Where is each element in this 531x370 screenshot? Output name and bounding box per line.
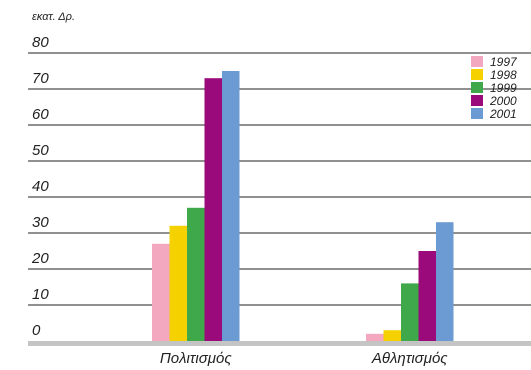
x-axis-categories: Πολιτισμός Αθλητισμός [160, 350, 448, 367]
bar [187, 207, 205, 341]
bar [436, 222, 454, 341]
y-tick-label: 80 [32, 34, 49, 51]
y-tick-label: 10 [32, 286, 49, 303]
y-tick-label: 0 [32, 322, 41, 339]
legend-label: 1999 [490, 81, 517, 95]
y-tick-label: 30 [32, 214, 49, 231]
legend-label: 2000 [489, 94, 517, 108]
gridlines [28, 52, 531, 306]
y-axis-unit-label: εκατ. Δρ. [32, 11, 75, 23]
legend-label: 2001 [489, 107, 517, 121]
legend-swatch [471, 95, 483, 106]
y-axis-ticks: 0 10 20 30 40 50 60 70 80 [31, 34, 49, 339]
bar [366, 333, 384, 341]
legend-swatch [471, 56, 483, 67]
y-tick-label: 60 [32, 106, 49, 123]
x-category-label: Πολιτισμός [160, 350, 232, 367]
y-tick-label: 50 [32, 142, 49, 159]
legend-swatch [471, 82, 483, 93]
bar [169, 225, 187, 341]
bars [152, 71, 454, 341]
bar [152, 243, 170, 341]
legend-swatch [471, 69, 483, 80]
legend-swatch [471, 108, 483, 119]
x-category-label: Αθλητισμός [371, 350, 448, 367]
bar [418, 251, 436, 341]
bar [383, 330, 401, 341]
legend-label: 1997 [490, 55, 518, 69]
bar [222, 71, 240, 341]
y-tick-label: 40 [32, 178, 49, 195]
bar [401, 283, 419, 341]
y-tick-label: 20 [31, 250, 49, 267]
x-axis-baseline [28, 341, 531, 346]
y-tick-label: 70 [32, 70, 49, 87]
legend-label: 1998 [490, 68, 517, 82]
bar [204, 78, 222, 341]
